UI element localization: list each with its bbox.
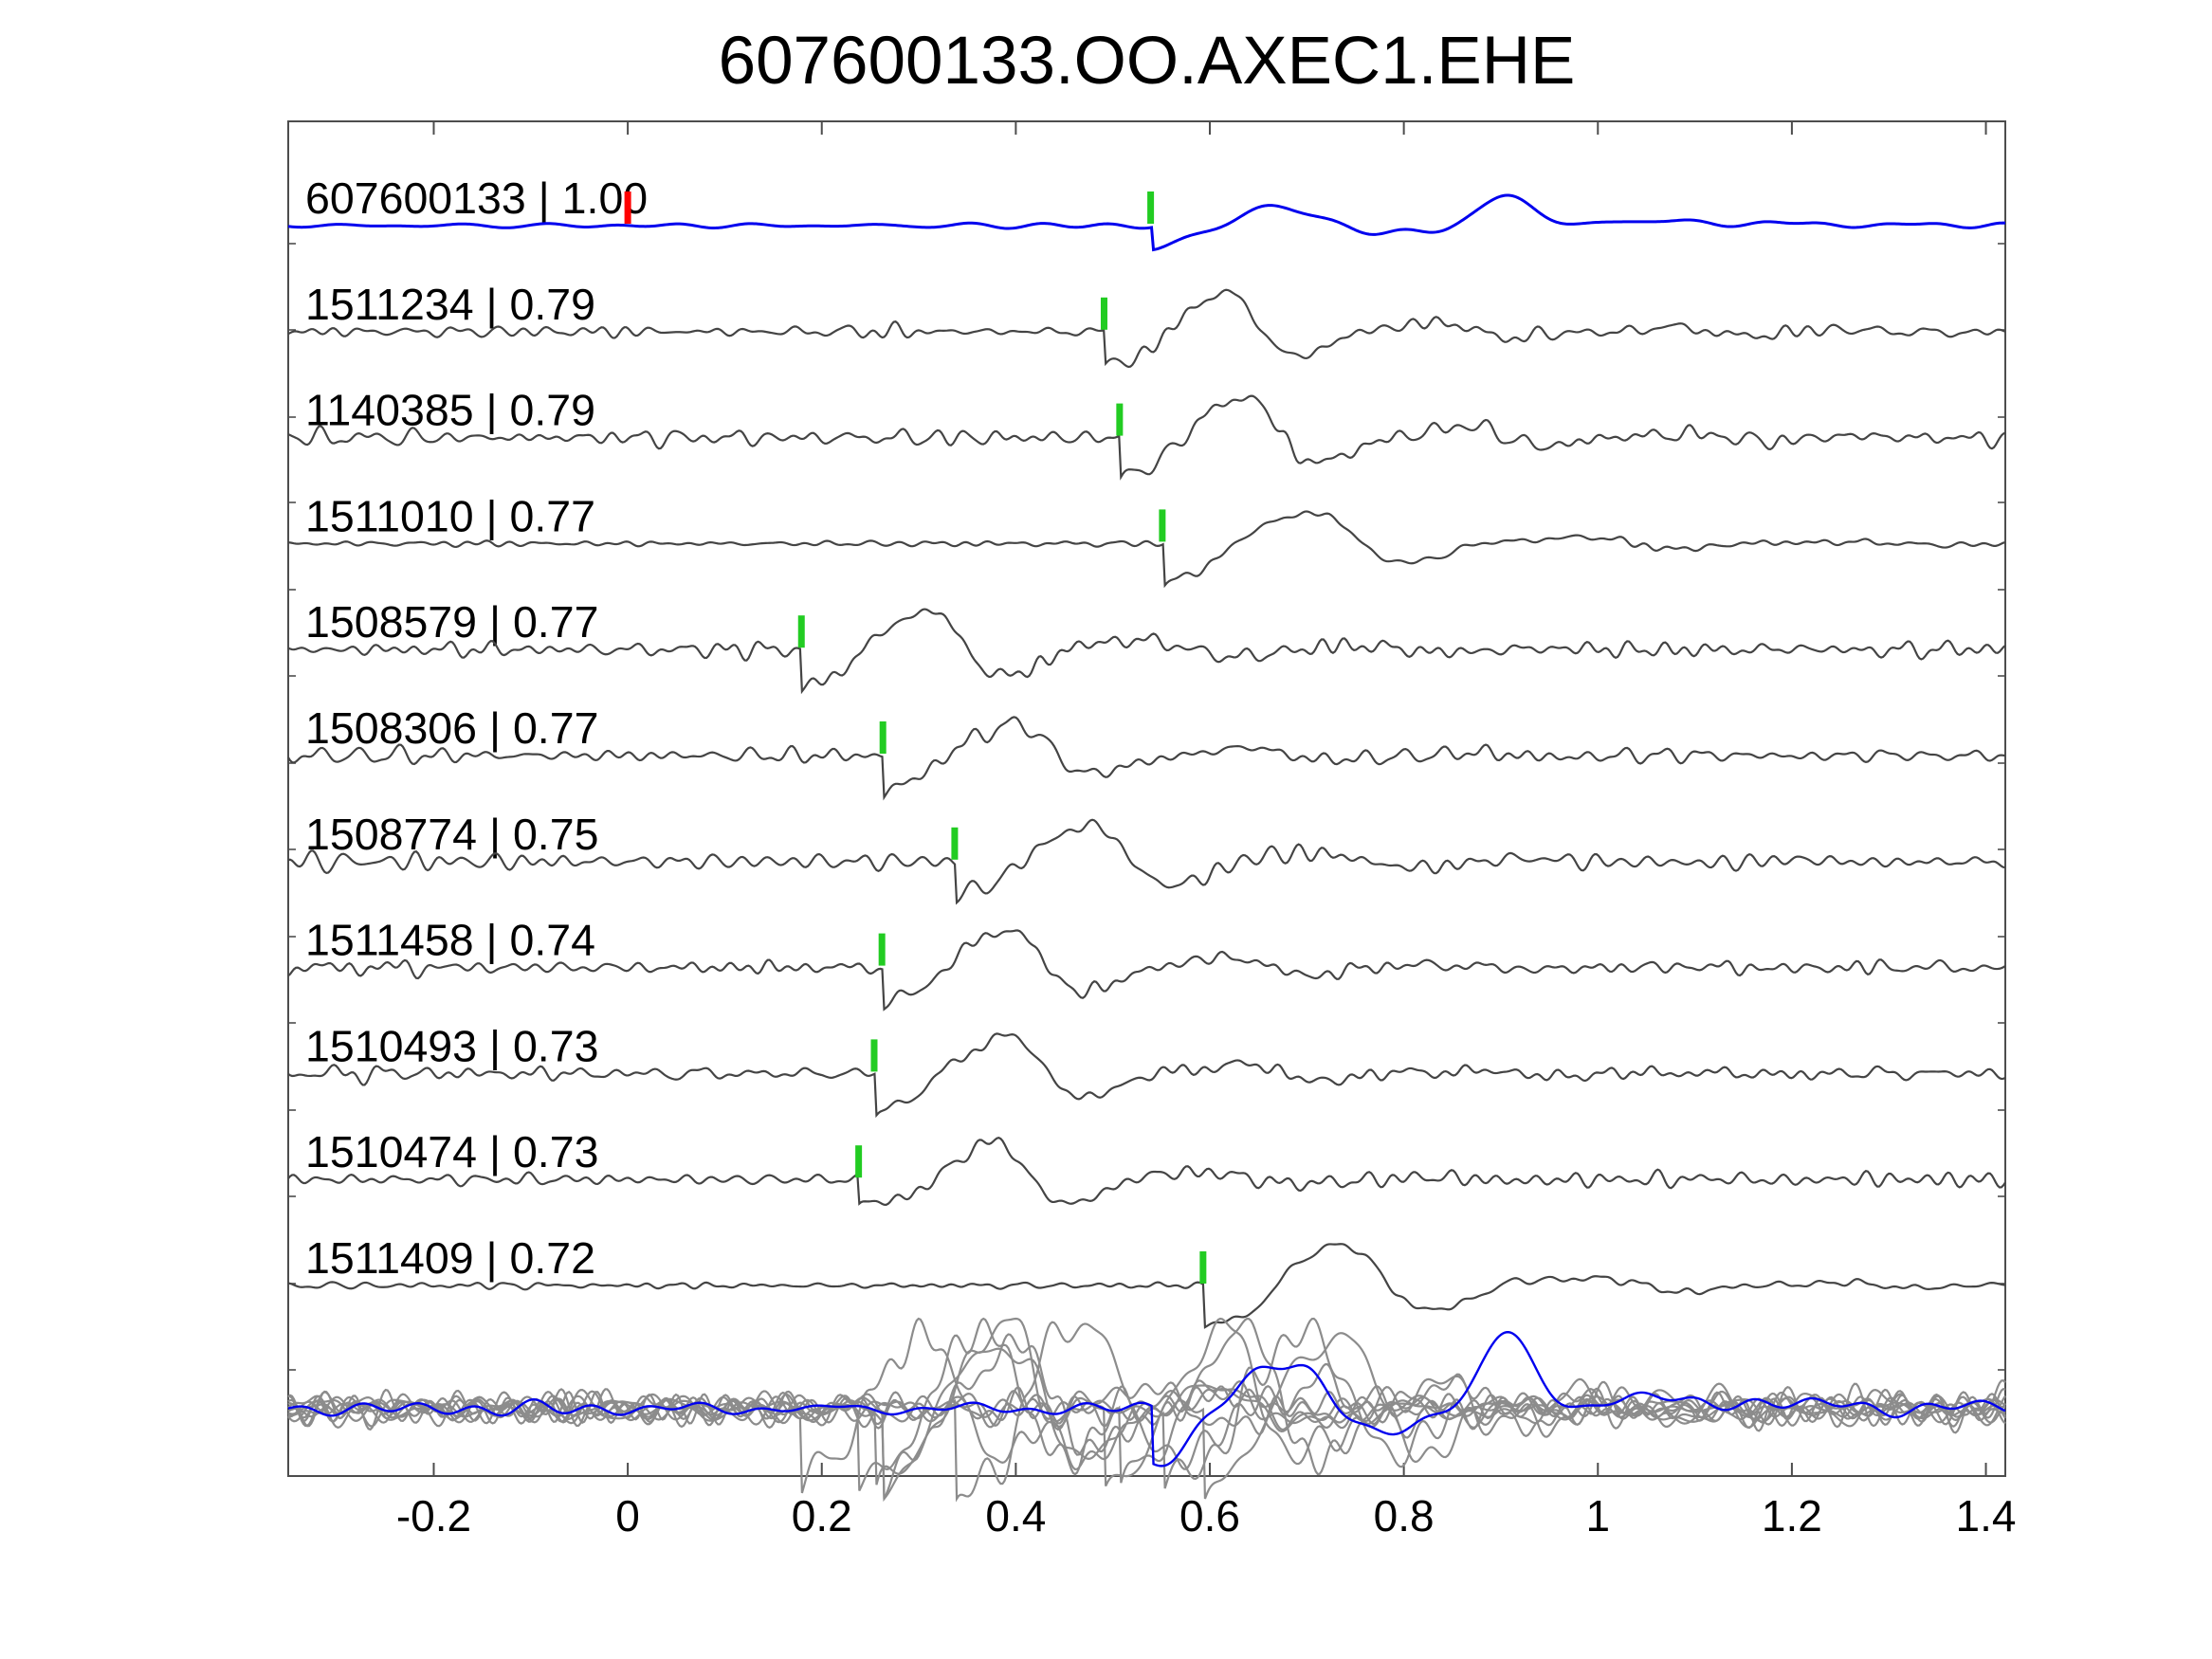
- svg-text:1510474 | 0.73: 1510474 | 0.73: [305, 1127, 598, 1176]
- svg-text:1511409 | 0.72: 1511409 | 0.72: [305, 1233, 595, 1283]
- svg-text:1.4: 1.4: [1956, 1491, 2017, 1540]
- svg-text:1511234 | 0.79: 1511234 | 0.79: [305, 280, 595, 329]
- svg-text:-0.2: -0.2: [396, 1491, 471, 1540]
- svg-text:1510493 | 0.73: 1510493 | 0.73: [305, 1021, 598, 1070]
- svg-text:1508306 | 0.77: 1508306 | 0.77: [305, 703, 598, 753]
- svg-text:1511458 | 0.74: 1511458 | 0.74: [305, 916, 595, 965]
- svg-text:1.2: 1.2: [1762, 1491, 1822, 1540]
- svg-text:1: 1: [1585, 1491, 1610, 1540]
- svg-text:1511010 | 0.77: 1511010 | 0.77: [305, 491, 595, 540]
- svg-text:0.6: 0.6: [1179, 1491, 1240, 1540]
- svg-text:0: 0: [615, 1491, 640, 1540]
- svg-text:1508774 | 0.75: 1508774 | 0.75: [305, 810, 598, 859]
- svg-text:1508579 | 0.77: 1508579 | 0.77: [305, 597, 598, 647]
- svg-text:0.8: 0.8: [1374, 1491, 1435, 1540]
- svg-text:607600133 | 1.00: 607600133 | 1.00: [305, 173, 648, 223]
- svg-text:0.4: 0.4: [985, 1491, 1046, 1540]
- svg-text:1140385 | 0.79: 1140385 | 0.79: [305, 386, 595, 435]
- svg-text:0.2: 0.2: [792, 1491, 852, 1540]
